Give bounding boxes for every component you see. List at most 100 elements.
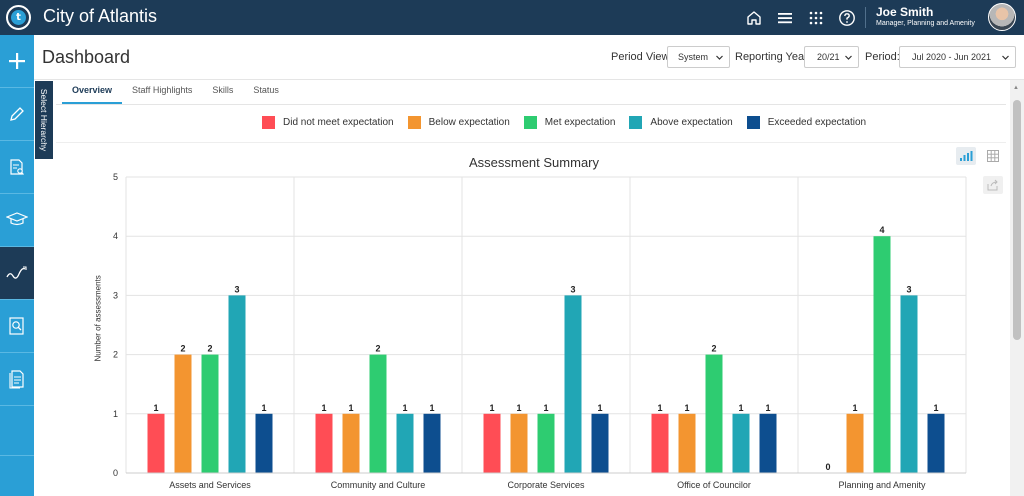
app-logo-letter: t [11,10,26,25]
home-icon[interactable] [742,6,765,29]
x-tick-label: Planning and Amenity [838,480,926,490]
chart-legend: Did not meet expectation Below expectatio… [262,116,880,129]
sidebar-add-button[interactable] [0,35,34,88]
legend-item[interactable]: Met expectation [523,116,616,129]
tab-overview[interactable]: Overview [62,84,123,104]
chart-bar [846,413,864,473]
chart-bar [396,413,414,473]
report-search-icon [9,317,24,335]
sidebar-item-document-search[interactable] [0,141,34,194]
bar-data-label: 2 [207,344,212,354]
sidebar-item-empty [0,406,34,456]
scrollbar[interactable]: ▲ [1010,80,1024,496]
select-hierarchy-tab[interactable]: Select Hierarchy [35,81,53,159]
sidebar-item-documents[interactable] [0,353,34,406]
chart-bar [315,413,333,473]
tab-status[interactable]: Status [253,85,279,95]
legend-swatch [523,116,537,129]
scrollbar-thumb[interactable] [1013,100,1021,340]
legend-swatch [407,116,421,129]
chart-bar [201,354,219,473]
chart-y-axis-label: Number of assessments [93,275,103,362]
header-divider [34,79,1024,80]
bar-data-label: 1 [348,403,353,413]
chart-bar [705,354,723,473]
chart-view-button[interactable] [956,147,976,165]
sidebar-item-edit[interactable] [0,88,34,141]
chart-bar [900,295,918,473]
legend-item[interactable]: Did not meet expectation [262,116,394,129]
bar-data-label: 1 [543,403,548,413]
tab-skills[interactable]: Skills [212,85,234,95]
sidebar-item-training[interactable] [0,194,34,247]
chart-title: Assessment Summary [468,155,600,170]
legend-label: Did not meet expectation [283,117,394,128]
period-view-label: Period View: [611,51,673,63]
legend-item[interactable]: Exceeded expectation [746,116,866,129]
bar-data-label: 0 [825,462,830,472]
legend-swatch [746,116,760,129]
sidebar [0,35,34,496]
bar-data-label: 1 [429,403,434,413]
apps-grid-icon[interactable] [804,6,827,29]
legend-swatch [262,116,275,129]
top-bar: t City of Atlantis Joe Smith Manager, Pl… [0,0,1024,35]
chart-bar [591,413,609,473]
table-view-button[interactable] [983,147,1003,165]
bar-data-label: 1 [153,403,158,413]
menu-icon[interactable] [773,6,796,29]
bar-data-label: 3 [906,284,911,294]
graduation-cap-icon [6,212,28,226]
y-tick-label: 4 [113,231,118,241]
chart-bar [423,413,441,473]
bar-data-label: 2 [375,344,380,354]
pencil-icon [10,107,24,121]
bar-data-label: 1 [738,403,743,413]
reporting-year-select[interactable]: 20/21 [804,46,859,68]
tabs-divider [56,104,1006,105]
bar-data-label: 4 [879,225,884,235]
help-icon[interactable] [835,6,858,29]
chart-bar [483,413,501,473]
legend-item[interactable]: Above expectation [629,116,733,129]
x-tick-label: Community and Culture [331,480,426,490]
legend-label: Above expectation [650,117,733,128]
chart-bar [147,413,165,473]
legend-swatch [629,116,643,129]
reporting-year-label: Reporting Year: [735,51,811,63]
user-name[interactable]: Joe Smith [876,5,934,19]
sidebar-item-report-search[interactable] [0,300,34,353]
bar-data-label: 1 [852,403,857,413]
tab-staff-highlights[interactable]: Staff Highlights [132,85,193,95]
chevron-down-icon [1002,55,1009,60]
sidebar-item-performance[interactable] [0,247,34,300]
page-title: Dashboard [42,47,131,67]
period-select[interactable]: Jul 2020 - Jun 2021 [899,46,1016,68]
period-view-select[interactable]: System [667,46,730,68]
bar-data-label: 1 [402,403,407,413]
chart-bar [759,413,777,473]
app-logo[interactable]: t [6,5,31,30]
bar-data-label: 1 [516,403,521,413]
bar-data-label: 1 [684,403,689,413]
chevron-down-icon [716,55,723,60]
export-button[interactable] [983,176,1003,194]
y-tick-label: 3 [113,290,118,300]
chart-bar [369,354,387,473]
chart-bar [732,413,750,473]
period-view-value: System [678,52,709,62]
chart-bar [174,354,192,473]
bar-data-label: 1 [597,403,602,413]
chart-bar [564,295,582,473]
y-tick-label: 1 [113,409,118,419]
legend-divider [56,142,1006,143]
chevron-down-icon [845,55,852,60]
legend-item[interactable]: Below expectation [407,116,510,129]
x-tick-label: Corporate Services [507,480,585,490]
document-list-icon [9,370,24,389]
bar-data-label: 1 [489,403,494,413]
legend-label: Met expectation [544,117,616,128]
bar-data-label: 1 [765,403,770,413]
avatar[interactable] [988,3,1016,31]
scroll-up-arrow[interactable]: ▲ [1013,85,1019,91]
